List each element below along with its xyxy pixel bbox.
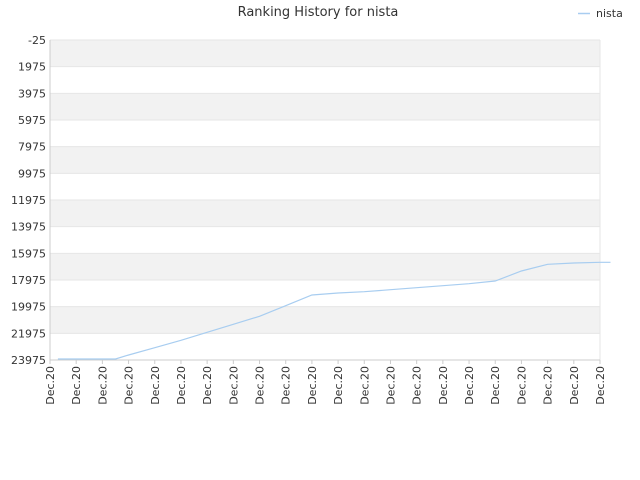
y-tick-label: 7975	[18, 141, 46, 154]
x-tick-label: Dec.20	[149, 366, 162, 405]
grid-lines	[49, 39, 601, 361]
y-tick-label: 9975	[18, 167, 46, 180]
y-tick-label: 19975	[11, 301, 46, 314]
x-tick-label: Dec.20	[70, 366, 83, 405]
x-tick-label: Dec.20	[568, 366, 581, 405]
y-tick-label: 5975	[18, 114, 46, 127]
x-tick-label: Dec.20	[201, 366, 214, 405]
x-tick-label: Dec.20	[227, 366, 240, 405]
plot-band	[50, 253, 600, 280]
y-tick-label: 23975	[11, 354, 46, 367]
legend: nista	[578, 7, 623, 20]
x-tick-label: Dec.20	[254, 366, 267, 405]
x-tick-label: Dec.20	[44, 366, 57, 405]
plot-band	[50, 93, 600, 120]
plot-band	[50, 200, 600, 227]
x-tick-label: Dec.20	[542, 366, 555, 405]
x-tick-label: Dec.20	[515, 366, 528, 405]
x-tick-label: Dec.20	[384, 366, 397, 405]
y-tick-label: 15975	[11, 247, 46, 260]
y-axis: -25 1975 3975 5975 7975 9975 11975 13975 15975 17…	[11, 34, 46, 367]
series-line-nista	[57, 261, 611, 360]
x-tick-label: Dec.20	[332, 366, 345, 405]
y-tick-label: -25	[28, 34, 46, 47]
series-layer	[57, 261, 611, 360]
y-tick-label: 11975	[11, 194, 46, 207]
x-tick-label: Dec.20	[306, 366, 319, 405]
y-tick-label: 21975	[11, 327, 46, 340]
x-tick-label: Dec.20	[437, 366, 450, 405]
x-tick-label: Dec.20	[411, 366, 424, 405]
x-tick-label: Dec.20	[489, 366, 502, 405]
plot-band	[50, 306, 600, 334]
plot-band	[50, 146, 600, 174]
chart-title: Ranking History for nista	[238, 5, 399, 20]
plot-band	[50, 40, 600, 67]
x-tick-label: Dec.20	[175, 366, 188, 405]
y-tick-label: 3975	[18, 87, 46, 100]
x-tick-label: Dec.20	[123, 366, 136, 405]
x-tick-label: Dec.20	[280, 366, 293, 405]
x-tick-label: Dec.20	[358, 366, 371, 405]
x-axis: Dec.20 Dec.20 Dec.20 Dec.20 Dec.20 Dec.20 Dec.…	[44, 360, 607, 405]
x-tick-label: Dec.20	[96, 366, 109, 405]
x-tick-label: Dec.20	[594, 366, 607, 405]
y-tick-label: 17975	[11, 274, 46, 287]
y-tick-label: 13975	[11, 221, 46, 234]
y-tick-label: 1975	[18, 61, 46, 74]
legend-label-nista: nista	[596, 7, 623, 20]
plot-bands	[50, 40, 600, 334]
x-tick-label: Dec.20	[463, 366, 476, 405]
